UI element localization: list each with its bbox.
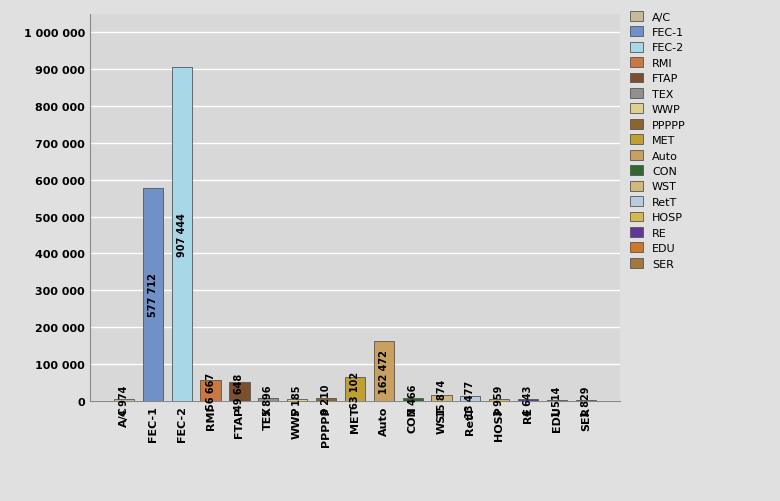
Text: 907 444: 907 444 <box>176 212 186 256</box>
Text: 4 974: 4 974 <box>119 385 129 415</box>
Text: 1 514: 1 514 <box>552 385 562 416</box>
Text: 13 477: 13 477 <box>466 380 475 417</box>
Text: 49 648: 49 648 <box>235 373 244 410</box>
Bar <box>287 399 307 401</box>
Text: 4 643: 4 643 <box>523 385 534 415</box>
Text: 5 896: 5 896 <box>264 384 273 415</box>
Bar <box>229 383 250 401</box>
Bar <box>316 398 336 401</box>
Bar <box>258 399 278 401</box>
Text: 56 667: 56 667 <box>206 372 215 409</box>
Bar <box>518 399 538 401</box>
Text: 162 472: 162 472 <box>379 349 388 393</box>
Bar <box>576 400 596 401</box>
Text: 7 466: 7 466 <box>408 384 417 415</box>
Text: 1 829: 1 829 <box>581 385 591 416</box>
Bar <box>114 399 134 401</box>
Bar <box>489 399 509 401</box>
Bar <box>172 68 192 401</box>
Bar <box>200 380 221 401</box>
Text: 3 959: 3 959 <box>495 385 504 415</box>
Text: 63 102: 63 102 <box>350 371 360 408</box>
Bar <box>143 188 163 401</box>
Text: 5 185: 5 185 <box>292 385 302 415</box>
Bar <box>345 378 365 401</box>
Bar <box>431 395 452 401</box>
Legend: A/C, FEC-1, FEC-2, RMI, FTAP, TEX, WWP, PPPPP, MET, Auto, CON, WST, RetT, HOSP, : A/C, FEC-1, FEC-2, RMI, FTAP, TEX, WWP, … <box>626 8 690 274</box>
Bar <box>374 341 394 401</box>
Bar <box>402 398 423 401</box>
Bar <box>460 396 480 401</box>
Bar <box>547 400 567 401</box>
Text: 8 210: 8 210 <box>321 384 331 414</box>
Text: 15 874: 15 874 <box>437 379 446 416</box>
Text: 577 712: 577 712 <box>147 273 158 317</box>
